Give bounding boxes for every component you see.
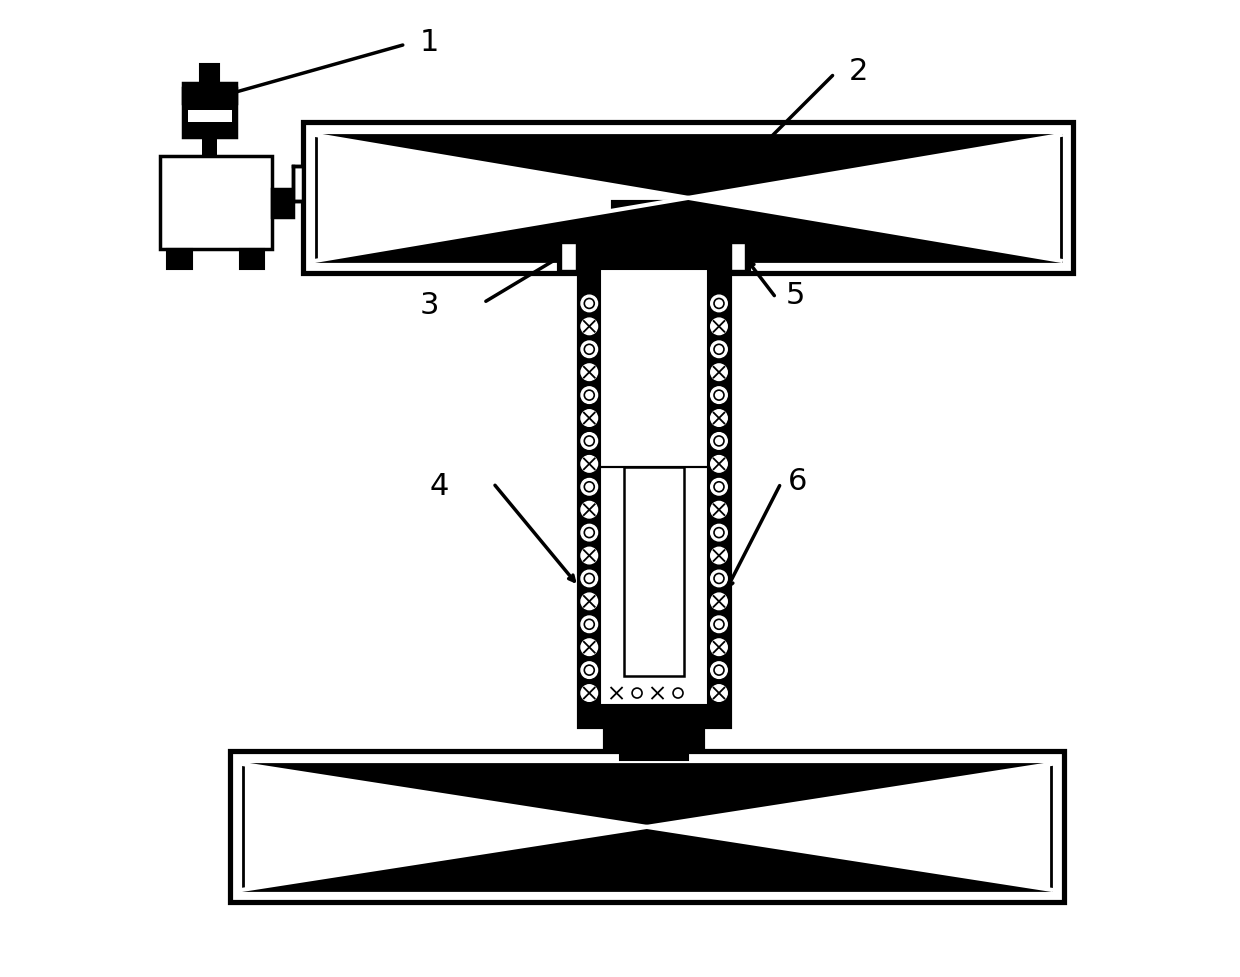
- Circle shape: [582, 548, 598, 565]
- Circle shape: [582, 685, 598, 701]
- Circle shape: [582, 662, 598, 679]
- Bar: [187, 111, 232, 123]
- Bar: [730, 244, 745, 271]
- Text: 6: 6: [787, 466, 807, 495]
- Circle shape: [711, 319, 728, 335]
- Bar: [200, 64, 219, 84]
- Text: 5: 5: [786, 281, 805, 310]
- Bar: [243, 764, 1052, 890]
- Bar: [243, 764, 1052, 890]
- Circle shape: [582, 639, 598, 656]
- Bar: [559, 240, 749, 275]
- Bar: [316, 136, 1060, 262]
- Circle shape: [711, 639, 728, 656]
- Circle shape: [629, 685, 645, 701]
- Circle shape: [670, 685, 686, 701]
- Circle shape: [582, 388, 598, 404]
- Polygon shape: [316, 136, 688, 262]
- Bar: [620, 748, 688, 760]
- Bar: [579, 275, 729, 727]
- Circle shape: [609, 685, 625, 701]
- Text: 4: 4: [430, 471, 449, 500]
- Bar: [613, 203, 696, 240]
- Circle shape: [650, 685, 666, 701]
- Circle shape: [711, 433, 728, 449]
- Bar: [625, 468, 684, 677]
- Bar: [160, 157, 272, 250]
- Polygon shape: [688, 136, 1060, 262]
- Circle shape: [582, 410, 598, 427]
- Circle shape: [582, 616, 598, 633]
- Circle shape: [582, 456, 598, 473]
- Circle shape: [711, 479, 728, 495]
- Bar: [600, 270, 708, 468]
- Bar: [294, 166, 303, 201]
- Text: 3: 3: [420, 291, 439, 319]
- Polygon shape: [647, 764, 1052, 890]
- Polygon shape: [243, 764, 647, 890]
- Circle shape: [711, 662, 728, 679]
- Circle shape: [711, 616, 728, 633]
- Circle shape: [711, 593, 728, 610]
- Bar: [605, 727, 703, 748]
- Circle shape: [711, 388, 728, 404]
- Circle shape: [711, 410, 728, 427]
- Circle shape: [711, 525, 728, 541]
- Bar: [239, 250, 264, 270]
- Circle shape: [711, 571, 728, 587]
- Circle shape: [582, 364, 598, 381]
- Circle shape: [711, 685, 728, 701]
- Circle shape: [711, 456, 728, 473]
- Bar: [600, 270, 708, 705]
- Bar: [229, 751, 1064, 903]
- Circle shape: [582, 502, 598, 519]
- Bar: [182, 89, 237, 138]
- Circle shape: [582, 593, 598, 610]
- Bar: [202, 94, 217, 157]
- Circle shape: [711, 502, 728, 519]
- Bar: [303, 123, 1074, 275]
- Bar: [272, 191, 294, 218]
- Circle shape: [711, 364, 728, 381]
- Circle shape: [582, 433, 598, 449]
- Bar: [316, 136, 1060, 262]
- Bar: [182, 84, 237, 104]
- Circle shape: [711, 296, 728, 313]
- Bar: [167, 250, 192, 270]
- Circle shape: [582, 319, 598, 335]
- Circle shape: [711, 342, 728, 359]
- Circle shape: [711, 548, 728, 565]
- Circle shape: [582, 296, 598, 313]
- Circle shape: [582, 571, 598, 587]
- Circle shape: [582, 342, 598, 359]
- Circle shape: [582, 525, 598, 541]
- Text: 2: 2: [849, 57, 868, 86]
- Bar: [560, 244, 575, 271]
- Text: 1: 1: [420, 27, 439, 57]
- Circle shape: [582, 479, 598, 495]
